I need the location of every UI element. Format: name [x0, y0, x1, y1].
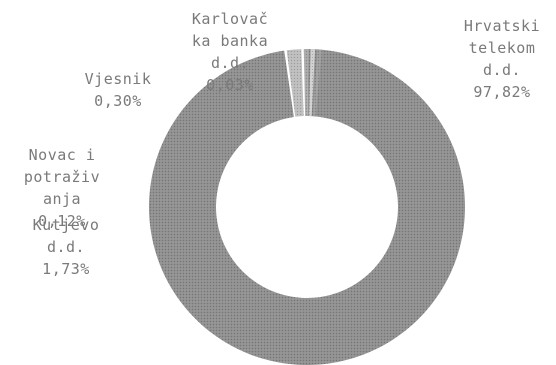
- slice-label-0: Hrvatski telekom d.d. 97,82%: [464, 17, 540, 101]
- slice-2-texture: [303, 48, 309, 117]
- label-group: Hrvatski telekom d.d. 97,82% Kutjevo d.d. 1,73…: [24, 10, 540, 278]
- slice-4-texture: [313, 49, 322, 117]
- slice-0-texture: [149, 49, 466, 365]
- slice-group: [149, 48, 466, 365]
- slice-label-3: Vjesnik 0,30%: [85, 70, 152, 110]
- slice-label-4: Karlovač ka banka d.d. 0,03%: [192, 10, 268, 94]
- slice-label-1: Kutjevo d.d. 1,73%: [33, 216, 100, 278]
- slice-label-2: Novac i potraživ anja 0,12%: [24, 146, 100, 230]
- slice-3-texture: [309, 49, 316, 117]
- slice-1-texture: [286, 49, 304, 117]
